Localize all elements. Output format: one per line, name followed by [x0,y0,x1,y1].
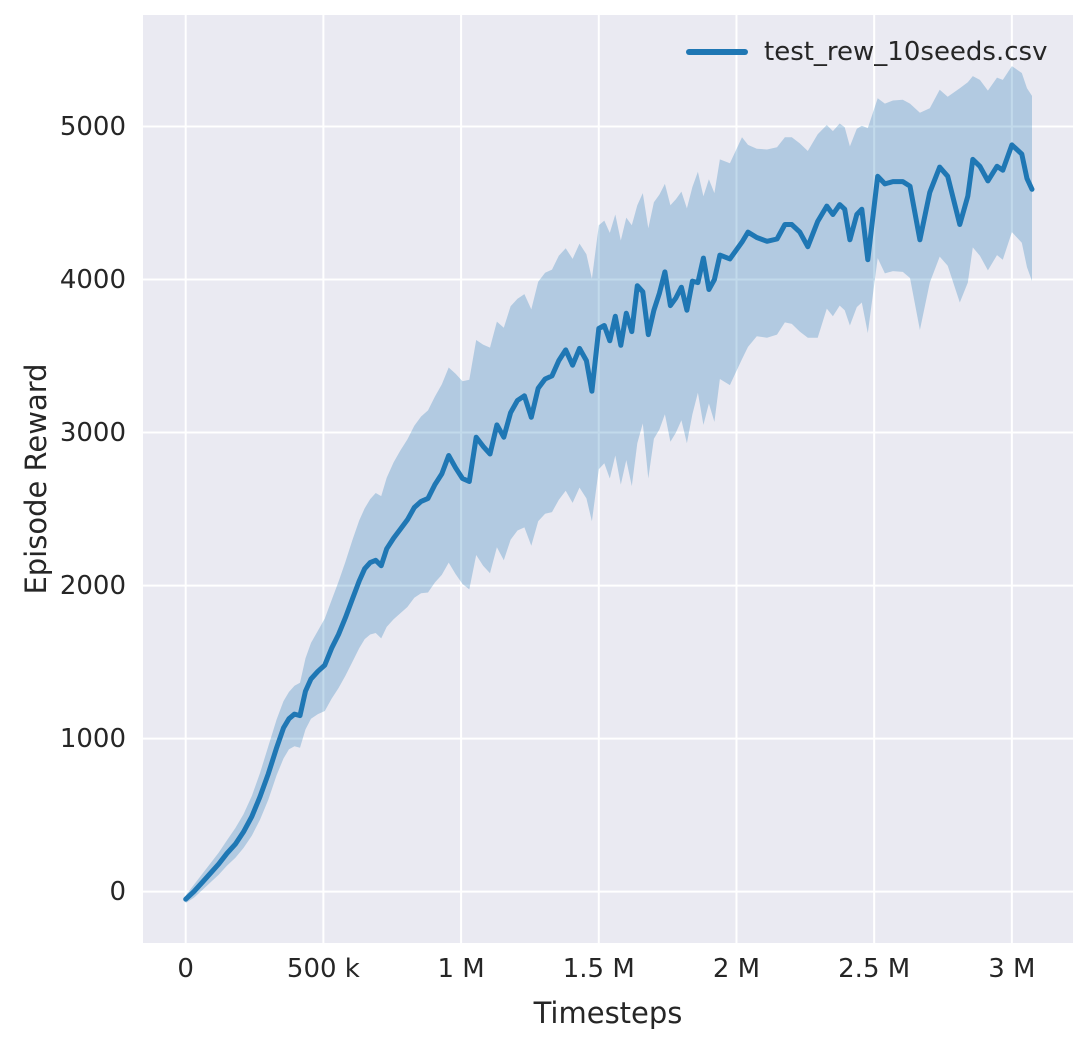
y-tick-label: 1000 [59,723,126,754]
mean-line [183,142,1035,902]
chart-canvas [143,15,1073,943]
y-axis-label: Episode Reward [19,363,53,595]
y-tick-label: 5000 [59,111,126,142]
x-tick-label: 0 [177,954,194,984]
plot-area: test_rew_10seeds.csv [143,15,1073,943]
x-tick-label: 1.5 M [562,954,635,984]
x-tick-label: 2 M [712,954,761,984]
x-tick-label: 2.5 M [838,954,911,984]
x-tick-label: 500 k [286,954,360,984]
y-tick-label: 0 [109,876,126,907]
x-tick-label: 3 M [988,954,1036,984]
y-tick-label: 2000 [59,570,126,601]
legend-label: test_rew_10seeds.csv [764,37,1048,67]
y-tick-label: 3000 [59,417,126,448]
legend: test_rew_10seeds.csv [686,37,1047,67]
x-tick-label: 1 M [437,954,485,984]
y-tick-label: 4000 [59,264,126,295]
legend-line-icon [686,49,748,55]
confidence-band [185,66,1032,904]
x-axis-label: Timesteps [533,996,683,1030]
